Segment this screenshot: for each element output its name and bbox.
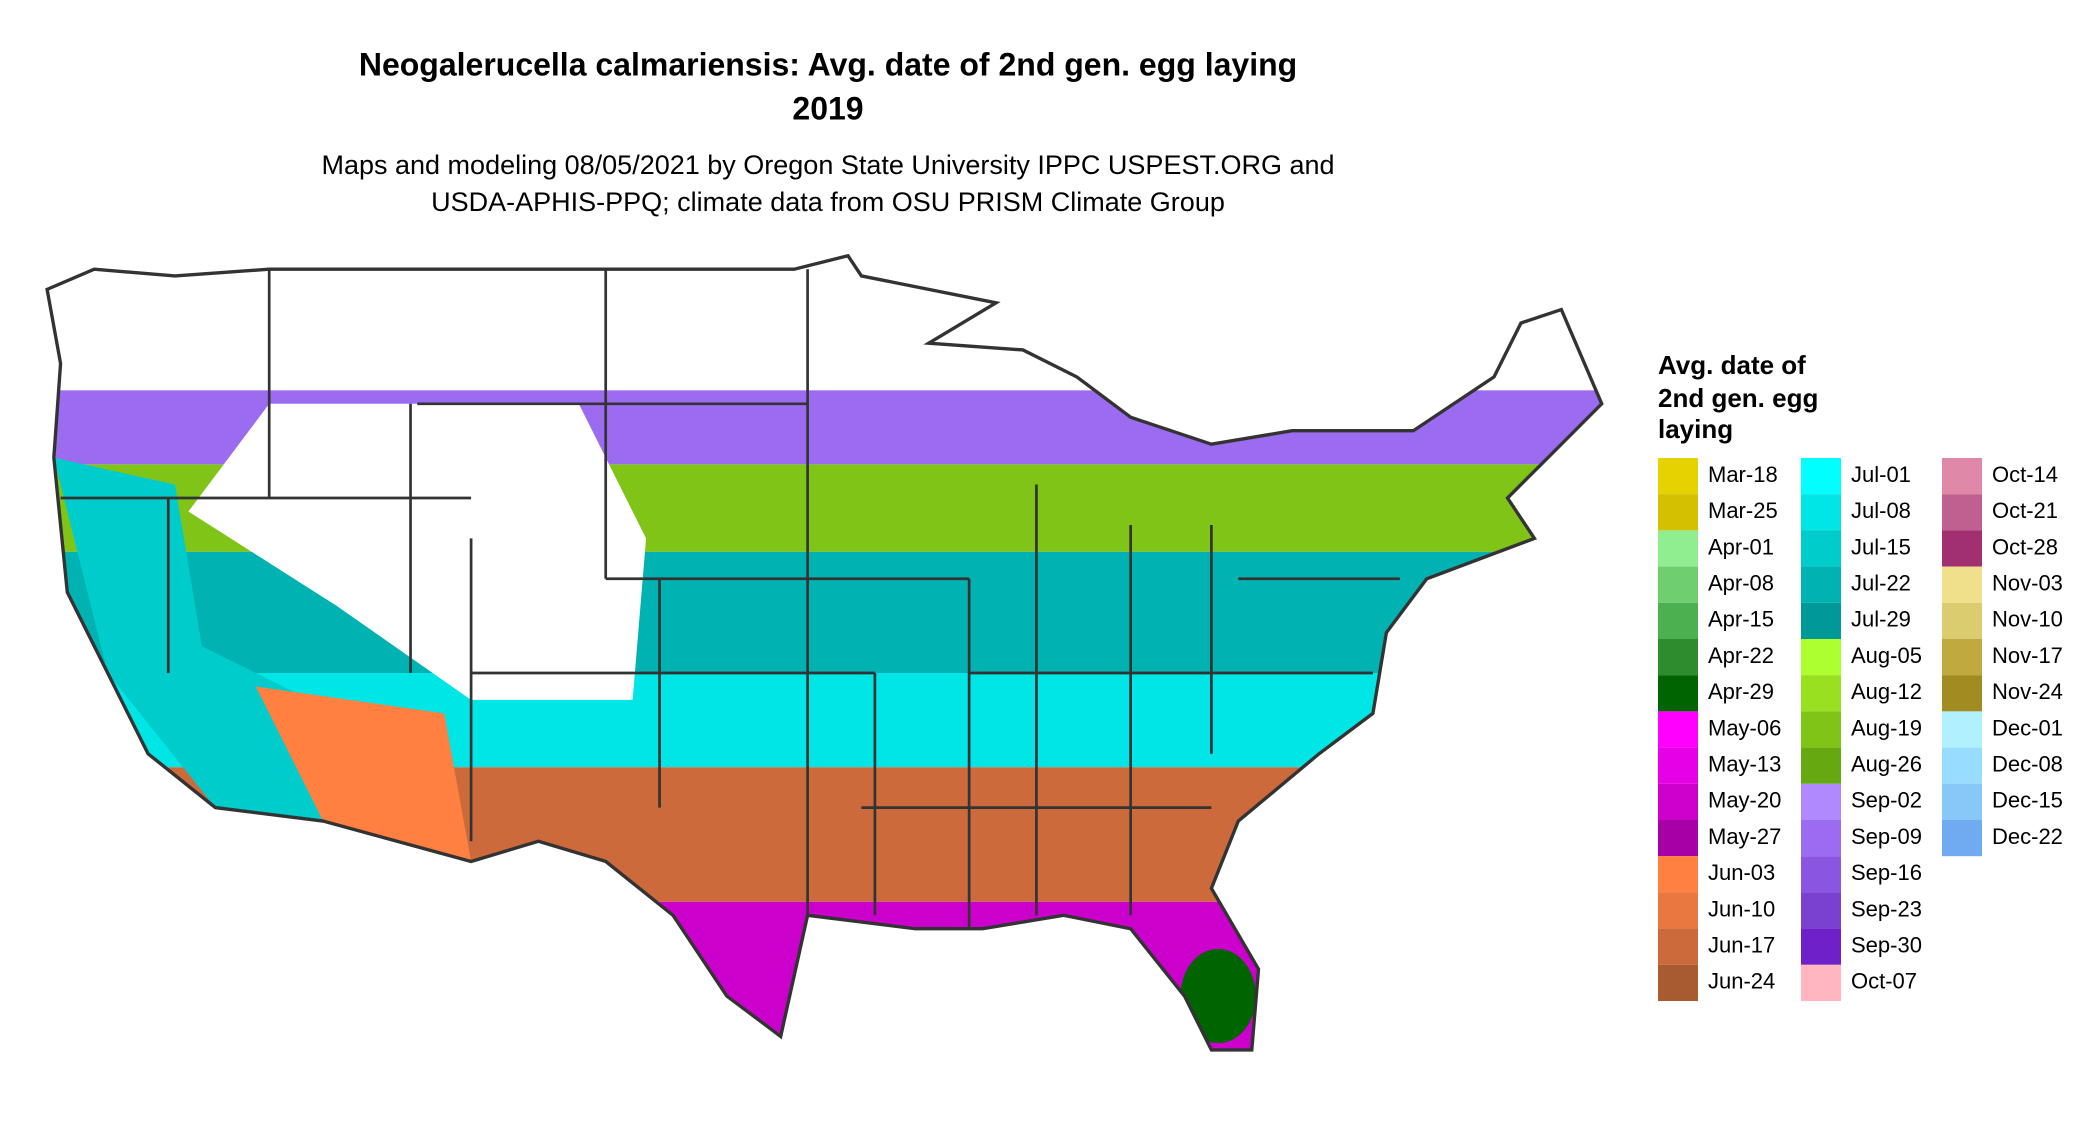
map [45, 253, 1604, 1052]
legend-swatch [1942, 566, 1982, 603]
legend-swatch [1942, 747, 1982, 784]
legend-swatch [1942, 639, 1982, 676]
legend-swatch [1801, 856, 1841, 893]
legend-label: Jun-03 [1708, 860, 1775, 885]
legend-swatch [1658, 783, 1698, 820]
legend-swatch [1658, 711, 1698, 748]
subtitle: Maps and modeling 08/05/2021 by Oregon S… [321, 150, 1334, 180]
legend-label: Jun-24 [1708, 969, 1775, 994]
legend-swatch [1658, 892, 1698, 929]
subtitle: USDA-APHIS-PPQ; climate data from OSU PR… [431, 187, 1225, 217]
legend-swatch [1801, 928, 1841, 965]
legend-label: Aug-26 [1851, 752, 1922, 777]
legend-label: May-27 [1708, 824, 1781, 849]
legend-swatch [1942, 675, 1982, 712]
legend-label: Nov-24 [1992, 679, 2063, 704]
legend-label: Sep-16 [1851, 860, 1922, 885]
legend-swatch [1801, 602, 1841, 639]
legend-swatch [1658, 639, 1698, 676]
legend-label: Aug-05 [1851, 643, 1922, 668]
legend-label: Jun-10 [1708, 896, 1775, 921]
legend-swatch [1942, 530, 1982, 567]
legend-label: Sep-30 [1851, 933, 1922, 958]
legend-swatch [1658, 675, 1698, 712]
legend-label: Oct-07 [1851, 969, 1917, 994]
legend-label: Oct-14 [1992, 462, 2058, 487]
legend-label: Mar-25 [1708, 498, 1778, 523]
legend-swatch [1801, 783, 1841, 820]
legend-swatch [1942, 783, 1982, 820]
legend-title: Avg. date of [1658, 350, 1806, 380]
title: 2019 [792, 90, 863, 126]
legend-swatch [1801, 530, 1841, 567]
legend-label: Dec-08 [1992, 752, 2063, 777]
legend-swatch [1801, 675, 1841, 712]
legend-swatch [1801, 494, 1841, 531]
legend-label: Sep-23 [1851, 896, 1922, 921]
legend-swatch [1801, 747, 1841, 784]
legend-swatch [1658, 494, 1698, 531]
legend-swatch [1801, 566, 1841, 603]
legend-label: Oct-28 [1992, 534, 2058, 559]
legend-swatch [1658, 747, 1698, 784]
legend-swatch [1658, 856, 1698, 893]
legend-label: Apr-08 [1708, 571, 1774, 596]
legend-swatch [1658, 964, 1698, 1001]
legend-label: Sep-02 [1851, 788, 1922, 813]
legend-label: Oct-21 [1992, 498, 2058, 523]
legend-label: Apr-01 [1708, 534, 1774, 559]
legend-swatch [1658, 566, 1698, 603]
legend-swatch [1801, 711, 1841, 748]
legend-swatch [1801, 820, 1841, 857]
legend-swatch [1801, 639, 1841, 676]
legend-swatch [1801, 892, 1841, 929]
legend-swatch [1801, 458, 1841, 495]
legend-label: Jul-15 [1851, 534, 1911, 559]
legend-label: Jul-01 [1851, 462, 1911, 487]
legend-label: Jul-22 [1851, 571, 1911, 596]
legend-title: laying [1658, 414, 1733, 444]
legend-label: Aug-19 [1851, 715, 1922, 740]
legend-label: May-13 [1708, 752, 1781, 777]
legend-label: Nov-17 [1992, 643, 2063, 668]
legend: Mar-18 Mar-25 Apr-01 Apr-08 Apr-15 Apr-22 Apr-… [1658, 458, 2063, 1001]
legend-label: Aug-12 [1851, 679, 1922, 704]
legend-swatch [1658, 602, 1698, 639]
legend-title: 2nd gen. egg [1658, 383, 1818, 413]
legend-label: Dec-01 [1992, 715, 2063, 740]
legend-swatch [1658, 928, 1698, 965]
legend-label: Apr-29 [1708, 679, 1774, 704]
legend-swatch [1942, 602, 1982, 639]
legend-label: Dec-15 [1992, 788, 2063, 813]
legend-swatch [1942, 458, 1982, 495]
legend-swatch [1942, 494, 1982, 531]
legend-swatch [1658, 458, 1698, 495]
legend-label: Nov-03 [1992, 571, 2063, 596]
legend-swatch [1942, 820, 1982, 857]
legend-label: Mar-18 [1708, 462, 1778, 487]
legend-swatch [1942, 711, 1982, 748]
legend-label: May-06 [1708, 715, 1781, 740]
legend-swatch [1801, 964, 1841, 1001]
legend-label: Apr-15 [1708, 607, 1774, 632]
legend-label: May-20 [1708, 788, 1781, 813]
legend-label: Jun-17 [1708, 933, 1775, 958]
legend-label: Jul-29 [1851, 607, 1911, 632]
legend-label: Jul-08 [1851, 498, 1911, 523]
legend-label: Dec-22 [1992, 824, 2063, 849]
title: Neogalerucella calmariensis: Avg. date o… [359, 46, 1297, 82]
legend-swatch [1658, 530, 1698, 567]
legend-label: Sep-09 [1851, 824, 1922, 849]
legend-label: Apr-22 [1708, 643, 1774, 668]
legend-swatch [1658, 820, 1698, 857]
legend-label: Nov-10 [1992, 607, 2063, 632]
